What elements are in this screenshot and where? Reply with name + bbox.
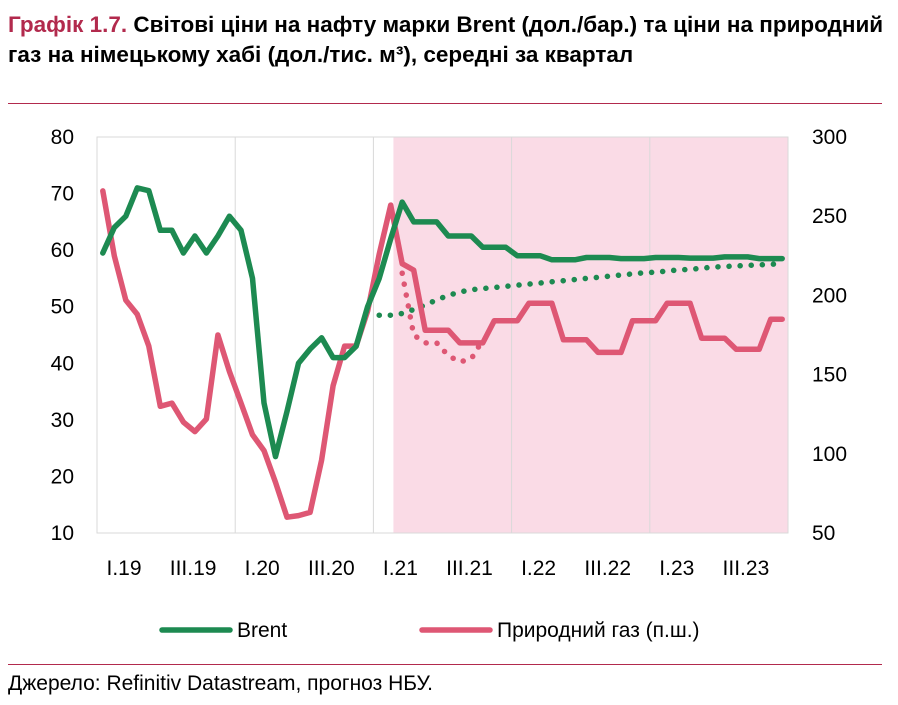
x-tick-label: III.21 xyxy=(446,557,493,580)
y-left-tick-label: 60 xyxy=(51,239,74,262)
y-left-tick-label: 20 xyxy=(51,465,74,488)
chart-title-number: Графік 1.7. xyxy=(8,12,128,37)
gas-line xyxy=(100,188,785,520)
brent-line xyxy=(100,185,785,460)
top-divider xyxy=(8,103,882,104)
y-left-tick-label: 30 xyxy=(51,409,74,432)
y-left-tick-label: 40 xyxy=(51,352,74,375)
y-right-tick-label: 50 xyxy=(812,522,835,545)
x-tick-label: I.20 xyxy=(245,557,280,580)
x-tick-label: III.22 xyxy=(584,557,631,580)
y-left-tick-label: 70 xyxy=(51,183,74,206)
source-note: Джерело: Refinitiv Datastream, прогноз Н… xyxy=(8,672,433,695)
x-tick-label: I.22 xyxy=(521,557,556,580)
x-tick-label: I.23 xyxy=(659,557,694,580)
y-right-tick-label: 250 xyxy=(812,205,847,228)
chart-title-text: Світові ціни на нафту марки Brent (дол./… xyxy=(8,12,884,67)
x-tick-label: III.23 xyxy=(723,557,770,580)
x-tick-label: I.19 xyxy=(106,557,141,580)
y-right-tick-label: 300 xyxy=(812,126,847,149)
legend-label-brent: Brent xyxy=(237,619,287,642)
x-tick-label: III.19 xyxy=(170,557,217,580)
x-tick-label: I.21 xyxy=(383,557,418,580)
y-left-tick-label: 10 xyxy=(51,522,74,545)
y-right-tick-label: 150 xyxy=(812,364,847,387)
y-left-tick-label: 50 xyxy=(51,296,74,319)
bottom-divider xyxy=(8,664,882,665)
y-right-tick-label: 200 xyxy=(812,284,847,307)
legend-label-gas: Природний газ (п.ш.) xyxy=(497,619,700,642)
plot-frame xyxy=(96,136,789,534)
gas-forecast-line xyxy=(399,270,486,365)
y-left-tick-label: 80 xyxy=(51,126,74,149)
x-tick-label: III.20 xyxy=(308,557,355,580)
y-right-tick-label: 100 xyxy=(812,443,847,466)
forecast-region xyxy=(393,137,788,533)
chart-title: Графік 1.7. Світові ціни на нафту марки … xyxy=(8,10,888,70)
